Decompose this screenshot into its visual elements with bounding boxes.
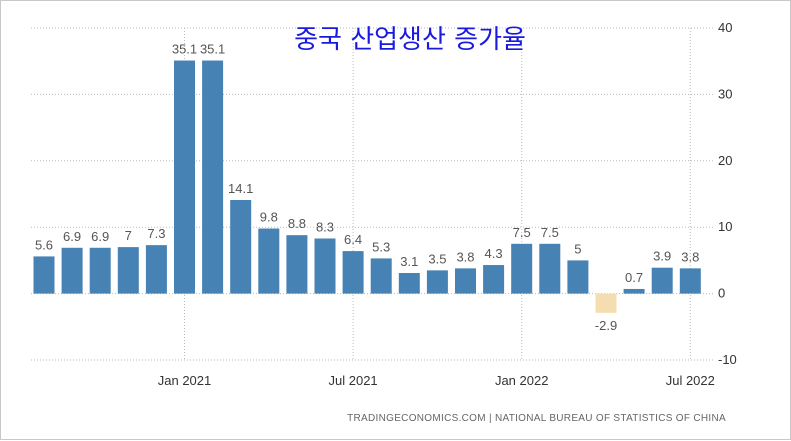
bar: [398, 273, 420, 294]
bar: [89, 247, 111, 294]
data-label: 6.4: [344, 232, 362, 247]
data-label: 5.3: [372, 239, 390, 254]
bar: [679, 268, 701, 294]
data-label: 6.9: [63, 229, 81, 244]
data-label: 0.7: [625, 270, 643, 285]
data-label: 7.5: [541, 225, 559, 240]
y-tick-label: 40: [718, 20, 732, 35]
bar: [426, 270, 448, 294]
grid-layer: [31, 27, 713, 361]
x-axis: Jan 2021 Jul 2021 Jan 2022 Jul 2022: [158, 373, 715, 388]
bar: [455, 268, 476, 294]
bar: [230, 199, 252, 294]
bar: [483, 265, 505, 294]
bar: [145, 245, 167, 294]
chart-title: 중국 산업생산 증가율: [294, 25, 526, 55]
y-tick-label: 30: [718, 86, 732, 101]
bar: [174, 60, 195, 294]
bar: [33, 256, 55, 294]
data-label: 3.5: [428, 251, 446, 266]
bars-layer: [33, 60, 701, 313]
bar: [567, 260, 589, 294]
bar: [117, 247, 139, 294]
data-label: 35.1: [172, 42, 197, 57]
data-label: 3.8: [681, 249, 699, 264]
bar: [286, 235, 308, 294]
data-label: 3.9: [653, 249, 671, 264]
data-label: 5: [574, 241, 581, 256]
data-label: 4.3: [485, 246, 503, 261]
data-label: 7.3: [147, 226, 165, 241]
data-label: 5.6: [35, 237, 53, 252]
data-label: 14.1: [228, 181, 253, 196]
x-tick-label: Jul 2021: [329, 373, 378, 388]
bar: [258, 228, 280, 294]
data-label: 9.8: [260, 210, 278, 225]
bar: [623, 288, 645, 294]
y-tick-label: 10: [718, 219, 732, 234]
y-tick-label: 0: [718, 286, 725, 301]
bar: [314, 238, 336, 294]
data-label: 6.9: [91, 229, 109, 244]
bar: [595, 293, 617, 313]
bar: [202, 60, 224, 294]
bar: [651, 267, 673, 294]
data-labels-layer: 5.6 6.9 6.9 7 7.3 35.1 35.1 14.1 9.8 8.8 8.3 6.4 5.3…: [35, 42, 699, 333]
data-label: 35.1: [200, 42, 225, 57]
y-tick-label: 20: [718, 153, 732, 168]
bar: [511, 243, 533, 294]
data-label: 8.8: [288, 216, 306, 231]
data-label: 7.5: [513, 225, 531, 240]
data-label: 7: [125, 228, 132, 243]
data-label: 8.3: [316, 219, 334, 234]
bar: [539, 243, 561, 294]
y-axis: -10 0 10 20 30 40: [718, 20, 737, 367]
y-tick-label: -10: [718, 352, 737, 367]
x-tick-label: Jul 2022: [666, 373, 715, 388]
bar: [342, 251, 364, 294]
x-tick-label: Jan 2022: [495, 373, 549, 388]
x-tick-label: Jan 2021: [158, 373, 212, 388]
data-label: 3.1: [400, 254, 418, 269]
data-label: -2.9: [595, 318, 617, 333]
source-credit: TRADINGECONOMICS.COM | NATIONAL BUREAU O…: [347, 413, 726, 424]
bar: [61, 247, 83, 294]
bar: [370, 258, 392, 294]
data-label: 3.8: [456, 249, 474, 264]
